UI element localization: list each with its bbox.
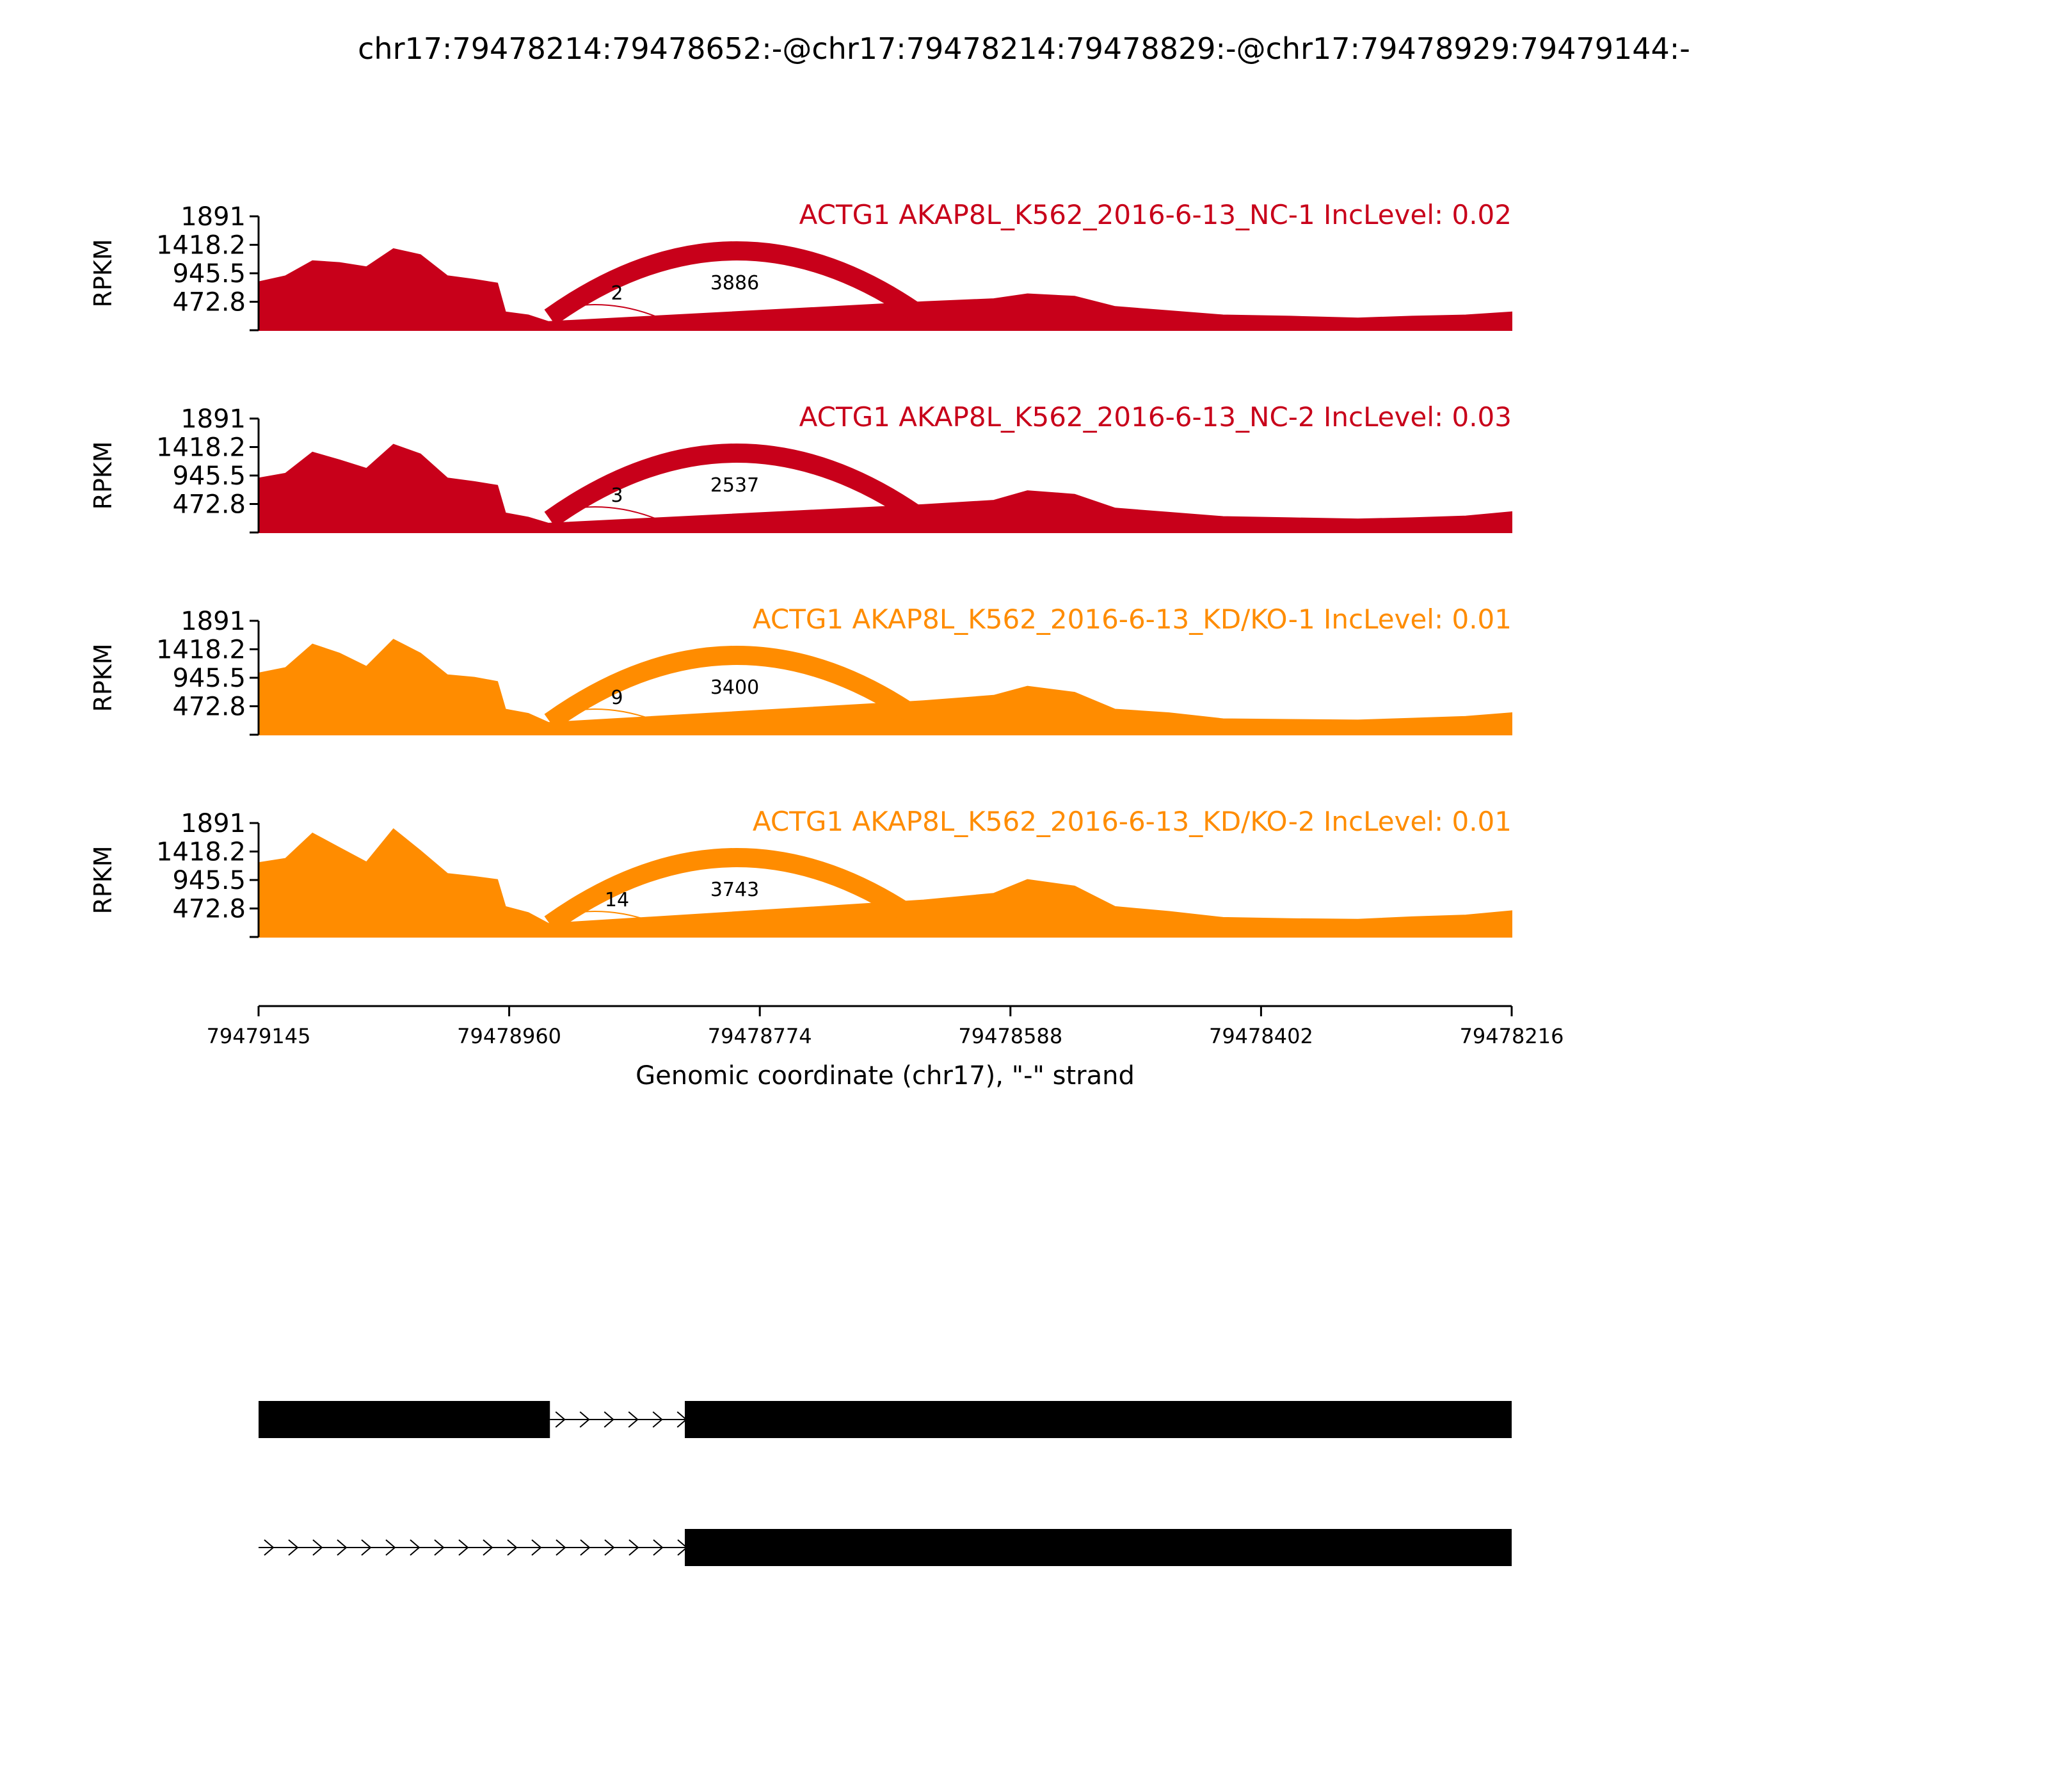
y-tick-label: 1891 [180,607,246,636]
chart-title: chr17:79478214:79478652:-@chr17:79478214… [358,31,1690,66]
junction-count: 3743 [710,879,759,901]
isoform [259,1529,1512,1566]
junction-count: 3400 [710,676,759,699]
strand-chevron [361,1539,372,1556]
strand-chevron [385,1539,396,1556]
y-tick-label: 1418.2 [156,231,246,260]
exon [685,1529,1512,1566]
sample-label: ACTG1 AKAP8L_K562_2016-6-13_NC-2 IncLeve… [799,401,1512,433]
exon [685,1401,1512,1438]
junction-count: 3 [611,484,623,507]
y-tick-label: 1891 [180,202,246,232]
y-axis-label: RPKM [89,441,117,509]
x-tick-label: 79478774 [708,1024,812,1048]
strand-chevron [579,1411,590,1428]
strand-chevron [288,1539,299,1556]
y-tick-label: 1891 [180,809,246,838]
strand-chevron [628,1411,639,1428]
y-tick-label: 472.8 [172,490,246,520]
strand-chevron [653,1539,664,1556]
x-axis-label: Genomic coordinate (chr17), "-" strand [636,1061,1135,1091]
sample-label: ACTG1 AKAP8L_K562_2016-6-13_KD/KO-1 IncL… [753,604,1512,635]
strand-chevron [652,1411,663,1428]
y-tick-label: 945.5 [172,461,246,491]
y-axis-label: RPKM [89,845,117,914]
y-tick-label: 472.8 [172,895,246,924]
y-tick-label: 1418.2 [156,433,246,463]
coverage-area [258,444,1512,533]
sample-label: ACTG1 AKAP8L_K562_2016-6-13_KD/KO-2 IncL… [753,806,1512,837]
exon [259,1401,550,1438]
junction-arc [549,304,685,331]
junction-arc [549,911,685,938]
junction-count: 2537 [710,474,759,497]
y-tick-label: 472.8 [172,692,246,722]
x-tick-label: 79478216 [1460,1024,1564,1048]
strand-chevron [628,1539,639,1556]
strand-chevron [434,1539,445,1556]
junction-arc [544,444,929,528]
strand-chevron [264,1539,275,1556]
coverage-area [258,248,1512,331]
strand-chevron [312,1539,323,1556]
junction-arc [544,241,929,326]
sample-label: ACTG1 AKAP8L_K562_2016-6-13_NC-1 IncLeve… [799,199,1512,230]
y-tick-label: 945.5 [172,866,246,895]
strand-chevron [580,1539,591,1556]
junction-count: 14 [605,889,629,911]
x-tick-label: 79478402 [1209,1024,1313,1048]
strand-chevron [556,1539,566,1556]
strand-chevron [410,1539,420,1556]
y-tick-label: 1418.2 [156,636,246,665]
coverage-area [258,639,1512,735]
strand-chevron [604,1411,614,1428]
coverage-area [258,828,1512,938]
strand-chevron [555,1411,566,1428]
y-tick-label: 945.5 [172,664,246,693]
junction-arc [549,708,685,735]
isoform-track [259,1401,1512,1566]
strand-chevron [458,1539,469,1556]
y-tick-label: 472.8 [172,288,246,317]
junction-arc [549,506,685,533]
strand-chevron [604,1539,615,1556]
strand-chevron [337,1539,348,1556]
isoform [259,1401,1512,1438]
x-tick-label: 79478588 [958,1024,1062,1048]
junction-count: 9 [611,687,623,709]
junction-count: 3886 [710,272,759,294]
x-tick-label: 79478960 [457,1024,561,1048]
junction-arc [544,848,929,932]
strand-chevron [483,1539,493,1556]
x-tick-label: 79479145 [207,1024,311,1048]
x-axis: Genomic coordinate (chr17), "-" strand 7… [207,1005,1564,1091]
strand-chevron [531,1539,542,1556]
y-tick-label: 1891 [180,404,246,434]
junction-count: 2 [611,282,623,305]
strand-chevron [507,1539,518,1556]
y-axis-label: RPKM [89,643,117,712]
y-tick-label: 945.5 [172,259,246,289]
junction-arc [544,646,929,730]
y-axis-label: RPKM [89,239,117,307]
y-tick-label: 1418.2 [156,838,246,867]
